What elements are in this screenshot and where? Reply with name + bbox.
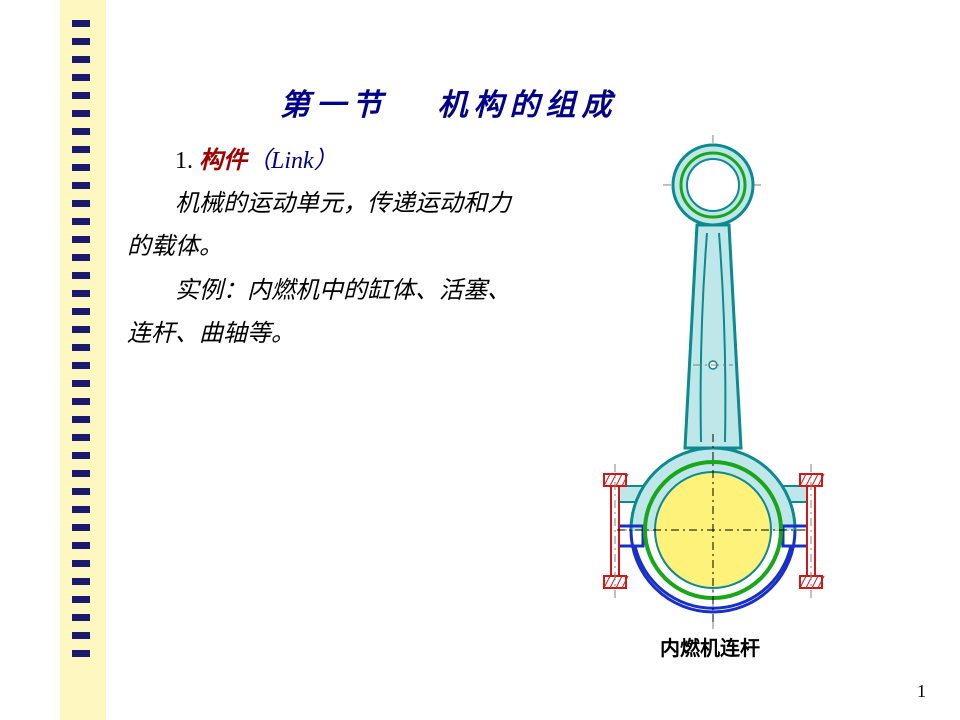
left-tick: [72, 254, 90, 261]
left-tick: [72, 110, 90, 117]
section-number: 1.: [175, 148, 199, 174]
left-tick: [72, 614, 90, 621]
body-text: 1. 构件（Link） 机械的运动单元，传递运动和力的载体。 实例：内燃机中的缸…: [127, 140, 527, 356]
page-number: 1: [917, 681, 926, 702]
left-tick: [72, 542, 90, 549]
left-tick: [72, 290, 90, 297]
left-tick: [72, 272, 90, 279]
left-tick: [72, 650, 90, 657]
left-tick: [72, 92, 90, 99]
paragraph-2: 实例：内燃机中的缸体、活塞、连杆、曲轴等。: [127, 270, 527, 356]
left-tick: [72, 164, 90, 171]
left-tick: [72, 344, 90, 351]
left-tick: [72, 38, 90, 45]
left-tick: [72, 380, 90, 387]
left-tick: [72, 434, 90, 441]
left-tick: [72, 632, 90, 639]
left-tick: [72, 506, 90, 513]
left-tick: [72, 596, 90, 603]
left-tick: [72, 488, 90, 495]
left-tick: [72, 182, 90, 189]
section-head-en: Link: [271, 148, 314, 174]
left-tick: [72, 452, 90, 459]
connecting-rod-figure: [543, 130, 883, 650]
left-tick: [72, 560, 90, 567]
left-tick: [72, 146, 90, 153]
left-yellow-strip: [60, 0, 106, 720]
left-decorative-bar: [0, 0, 110, 720]
left-tick: [72, 578, 90, 585]
left-tick: [72, 74, 90, 81]
paren-close: ）: [314, 148, 338, 174]
left-tick: [72, 326, 90, 333]
left-tick: [72, 218, 90, 225]
connecting-rod-svg: [543, 130, 883, 650]
paragraph-1: 机械的运动单元，传递运动和力的载体。: [127, 183, 527, 269]
left-tick: [72, 200, 90, 207]
left-tick: [72, 362, 90, 369]
left-tick: [72, 470, 90, 477]
left-tick: [72, 56, 90, 63]
section-head-cn: 构件: [199, 148, 247, 174]
left-tick: [72, 308, 90, 315]
figure-caption: 内燃机连杆: [660, 632, 760, 661]
left-tick: [72, 416, 90, 423]
left-tick: [72, 236, 90, 243]
paren-open: （: [247, 148, 271, 174]
slide-title: 第一节 机构的组成: [280, 80, 618, 124]
left-tick: [72, 128, 90, 135]
left-tick: [72, 524, 90, 531]
left-tick: [72, 20, 90, 27]
left-tick: [72, 398, 90, 405]
